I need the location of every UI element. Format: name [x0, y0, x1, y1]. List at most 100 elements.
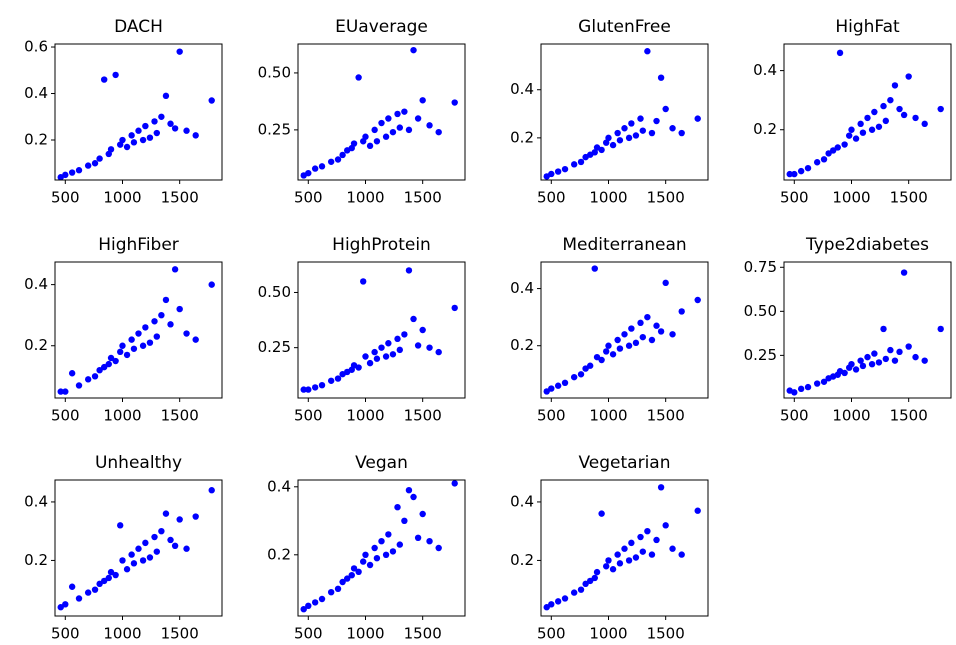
point [653, 322, 660, 329]
point [62, 601, 69, 608]
point [859, 362, 867, 370]
point [142, 539, 149, 547]
point [112, 571, 119, 579]
point [382, 353, 390, 360]
point [554, 598, 562, 605]
point [401, 108, 408, 115]
point [561, 165, 569, 173]
point [311, 384, 319, 391]
point [96, 366, 103, 374]
point [183, 330, 190, 337]
x-tick-label: 1000 [346, 189, 384, 207]
chart-title: Type2diabetes [805, 235, 929, 255]
point [135, 127, 142, 134]
y-tick-label: 0.25 [258, 120, 291, 138]
point [657, 328, 665, 335]
point [577, 371, 585, 378]
point [405, 487, 413, 494]
point [135, 330, 142, 337]
point [887, 96, 894, 104]
point [602, 139, 610, 146]
point [371, 544, 378, 552]
x-tick-label: 500 [294, 407, 323, 425]
point [605, 557, 612, 564]
point [62, 388, 69, 395]
point [112, 357, 119, 365]
point [632, 339, 640, 347]
y-tick-label: 0.4 [267, 477, 291, 495]
point [786, 170, 793, 178]
x-tick-label: 500 [51, 189, 80, 207]
x-tick-label: 1000 [832, 407, 870, 425]
point [616, 345, 624, 352]
point [327, 589, 335, 596]
x-tick-label: 1000 [346, 625, 384, 643]
point [208, 97, 215, 104]
point [591, 574, 598, 582]
point [900, 111, 908, 119]
point [389, 128, 397, 136]
point [378, 119, 385, 127]
x-tick-label: 1000 [589, 189, 627, 207]
point [139, 342, 147, 349]
axes-frame [540, 43, 709, 181]
chart-title: Vegan [355, 453, 408, 473]
point [632, 554, 640, 561]
point [813, 159, 821, 166]
y-tick-label: 0.2 [510, 128, 534, 146]
point [653, 536, 660, 544]
chart-title: GlutenFree [578, 17, 671, 37]
y-tick-label: 0.2 [510, 336, 534, 354]
point [921, 120, 928, 128]
point [435, 544, 442, 552]
point [797, 167, 805, 175]
point [128, 551, 135, 558]
point [829, 147, 837, 154]
point [864, 353, 871, 361]
point [593, 568, 601, 576]
point [350, 140, 358, 147]
point [845, 132, 853, 139]
point [371, 126, 378, 134]
x-tick-label: 1000 [346, 407, 384, 425]
y-tick-label: 0.4 [510, 492, 534, 510]
point [598, 356, 605, 364]
point [96, 580, 103, 588]
point [561, 379, 569, 387]
point [84, 376, 92, 383]
point [107, 568, 115, 576]
x-tick-label: 500 [537, 407, 566, 425]
point [385, 340, 392, 347]
x-tick-label: 500 [780, 407, 809, 425]
point [119, 342, 126, 349]
x-tick-label: 500 [294, 189, 323, 207]
point [151, 533, 158, 541]
point [57, 604, 64, 611]
point [628, 325, 635, 332]
chart-title: HighProtein [332, 235, 431, 255]
point [318, 163, 326, 170]
point [362, 353, 369, 360]
point [648, 129, 656, 137]
y-tick-label: 0.25 [258, 338, 291, 356]
point [848, 126, 855, 133]
point [116, 522, 124, 529]
axes-frame [540, 261, 709, 399]
x-tick-label: 1500 [404, 407, 442, 425]
point [171, 266, 179, 273]
x-tick-label: 1500 [404, 189, 442, 207]
point [91, 373, 99, 380]
point [116, 348, 124, 356]
point [694, 296, 701, 304]
x-tick-label: 500 [780, 189, 809, 207]
point [366, 142, 374, 150]
point [864, 114, 871, 122]
axes-frame [54, 43, 223, 181]
point [130, 345, 138, 352]
point [382, 551, 390, 558]
point [852, 366, 860, 373]
point [605, 134, 612, 142]
point [577, 586, 585, 593]
point [451, 99, 458, 106]
point [100, 577, 108, 585]
